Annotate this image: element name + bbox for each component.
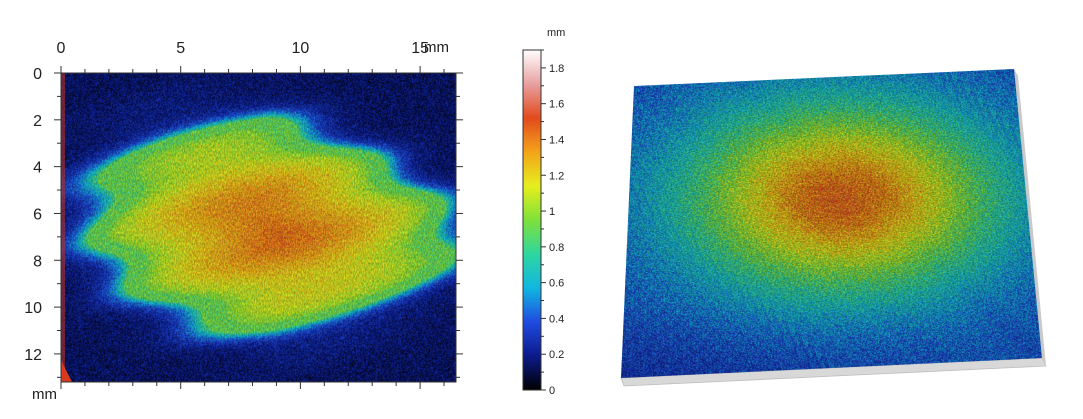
surface-base-side: [1014, 69, 1046, 366]
heatmap-x-unit: mm: [424, 39, 449, 56]
colorbar: mm 0 0.2 0.4 0.6 0.8 1 1.2 1.4 1.6 1.8: [522, 27, 565, 397]
colorbar-ticks: 0 0.2 0.4 0.6 0.8 1 1.2 1.4 1.6 1.8: [541, 49, 564, 397]
heatmap-texture: [61, 73, 456, 382]
surface-panel: [620, 69, 1047, 387]
heatmap-edge-artifact: [61, 73, 65, 382]
colorbar-bar: [522, 49, 542, 391]
y-tick-label: 6: [33, 206, 42, 223]
colorbar-tick-label: 0.6: [549, 278, 564, 290]
heatmap-panel: 0 5 10 15 0 2 4 6 8 10 12 mm mm: [24, 39, 463, 403]
y-tick-label: 0: [33, 66, 42, 83]
colorbar-tick-label: 1.8: [549, 63, 564, 75]
y-tick-label: 4: [33, 160, 42, 177]
colorbar-tick-label: 1.2: [549, 170, 564, 182]
heatmap-corner-artifact: [61, 360, 72, 382]
x-tick-label: 5: [176, 40, 185, 57]
y-tick-label: 12: [24, 347, 42, 364]
colorbar-tick-label: 1: [549, 206, 555, 218]
x-tick-label: 10: [291, 40, 309, 57]
y-tick-label: 2: [33, 113, 42, 130]
heatmap-frame: [60, 72, 457, 383]
y-tick-label: 10: [24, 300, 42, 317]
y-tick-label: 8: [33, 253, 42, 270]
colorbar-tick-label: 1.6: [549, 99, 564, 111]
colorbar-tick-label: 0.2: [549, 349, 564, 361]
heatmap-x-axis: 0 5 10 15: [57, 40, 445, 389]
x-tick-label: 0: [57, 40, 66, 57]
colorbar-unit: mm: [547, 27, 565, 39]
colorbar-tick-label: 1.4: [549, 134, 564, 146]
colorbar-tick-label: 0.4: [549, 313, 564, 325]
surface-texture: [621, 69, 1042, 378]
colorbar-tick-label: 0.8: [549, 242, 564, 254]
heatmap-y-axis: 0 2 4 6 8 10 12: [24, 66, 463, 378]
colorbar-tick-label: 0: [549, 385, 555, 397]
x-tick-label: 15: [411, 40, 429, 57]
heatmap-y-unit: mm: [32, 386, 57, 403]
